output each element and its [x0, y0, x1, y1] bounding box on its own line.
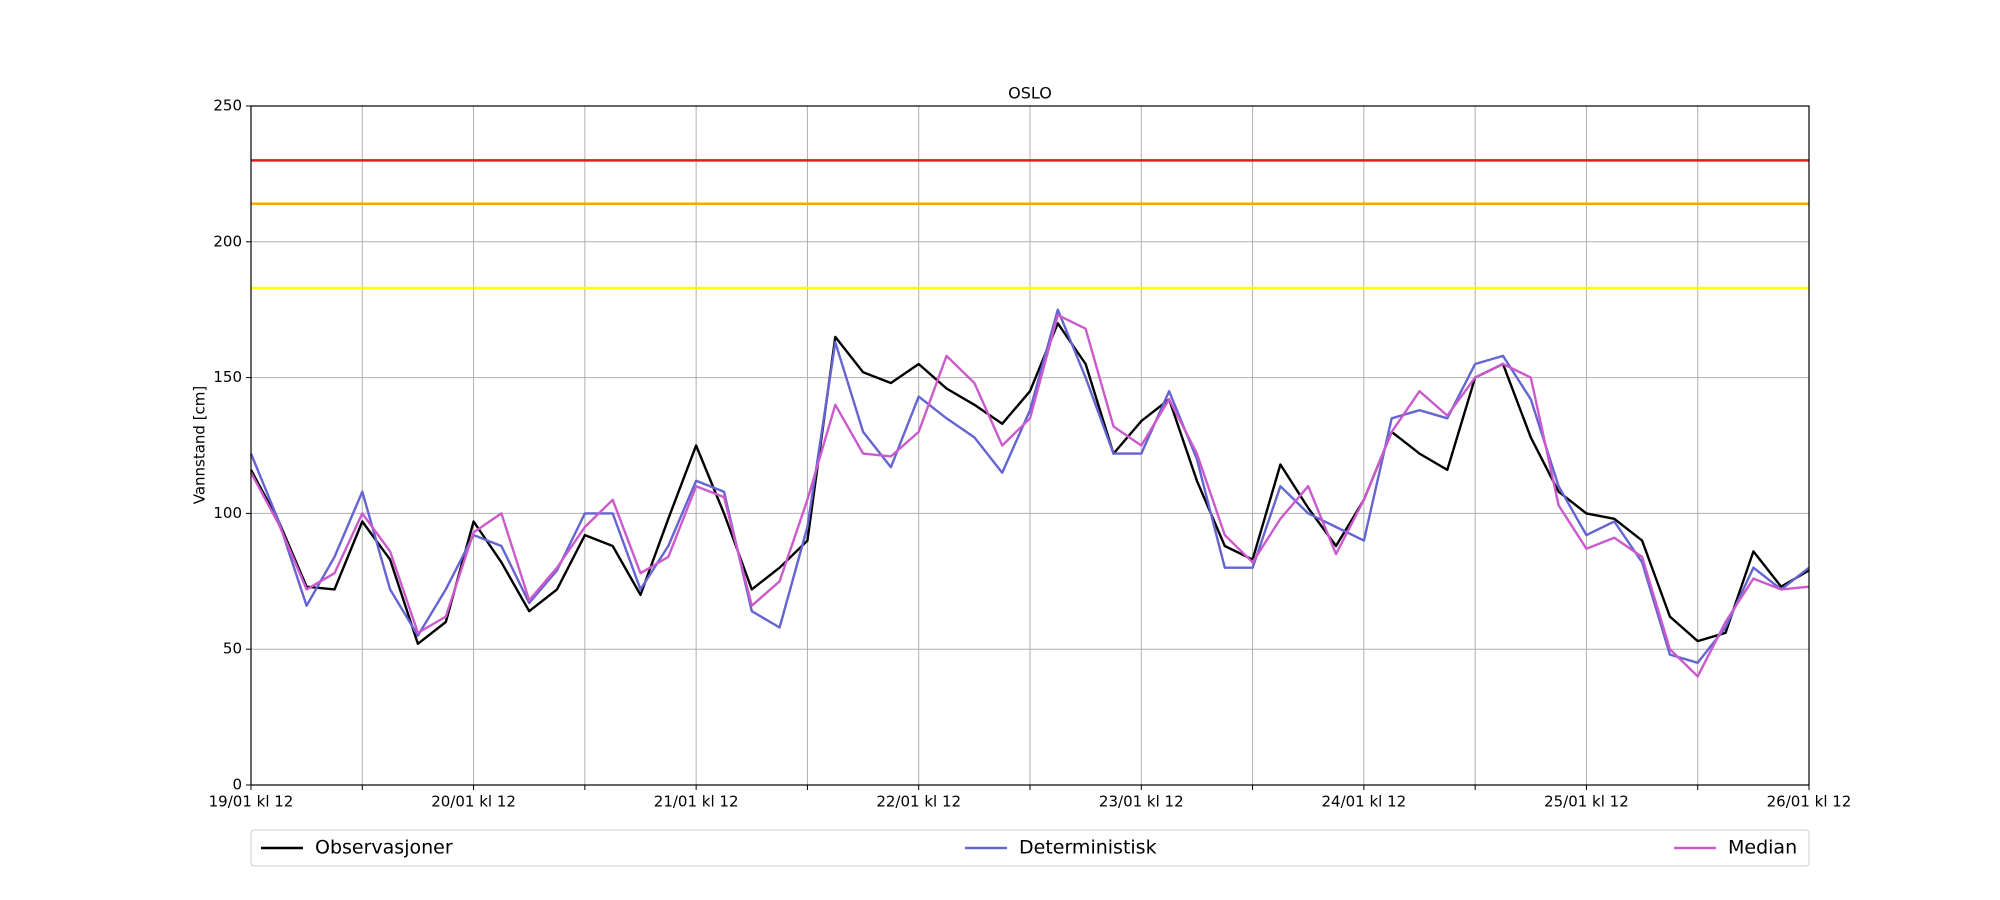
x-tick-label: 26/01 kl 12 [1767, 793, 1852, 811]
y-tick-label: 250 [213, 97, 242, 115]
legend-label: Observasjoner [315, 837, 453, 859]
plot-frame [250, 105, 1810, 786]
y-tick-label: 100 [213, 504, 242, 522]
y-axis-label: Vannstand [cm] [191, 386, 209, 505]
series-line [249, 313, 1810, 678]
legend-label: Deterministisk [1019, 837, 1157, 859]
x-tick-label: 23/01 kl 12 [1099, 793, 1184, 811]
x-tick-label: 21/01 kl 12 [654, 793, 739, 811]
x-tick-label: 24/01 kl 12 [1321, 793, 1406, 811]
y-tick-label: 50 [223, 640, 242, 658]
x-tick-label: 19/01 kl 12 [209, 793, 294, 811]
chart-title: OSLO [1008, 84, 1052, 103]
legend-label: Median [1728, 837, 1797, 859]
legend-box [250, 829, 1810, 867]
series-line [249, 322, 1810, 645]
x-tick-label: 20/01 kl 12 [431, 793, 516, 811]
x-tick-label: 22/01 kl 12 [876, 793, 961, 811]
y-tick-label: 150 [213, 368, 242, 386]
y-tick-label: 0 [232, 776, 242, 794]
y-tick-label: 200 [213, 232, 242, 250]
x-tick-label: 25/01 kl 12 [1544, 793, 1629, 811]
